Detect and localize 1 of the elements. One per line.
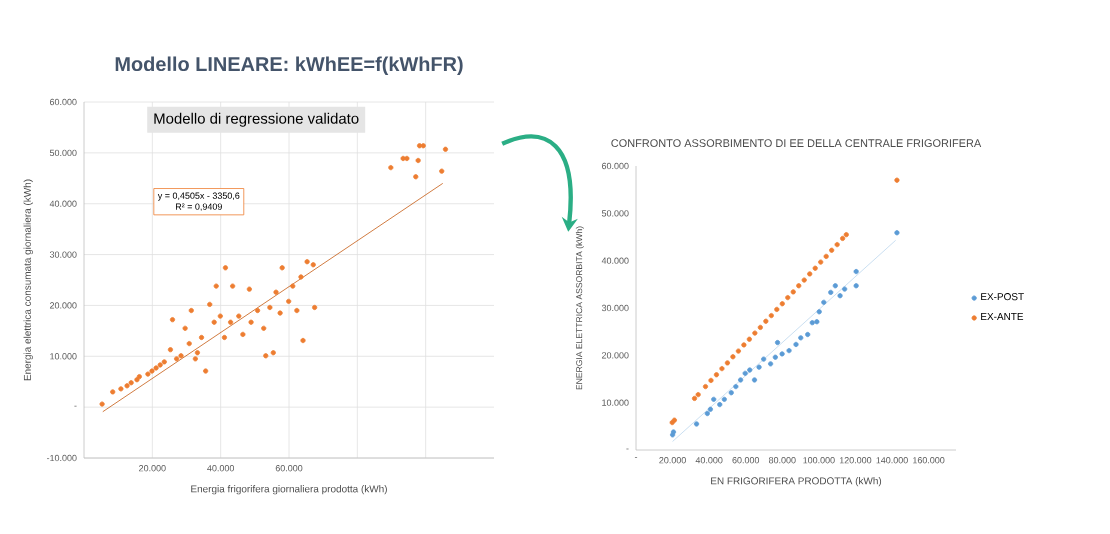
chart-title: Modello LINEARE: kWhEE=f(kWhFR)	[115, 56, 463, 76]
